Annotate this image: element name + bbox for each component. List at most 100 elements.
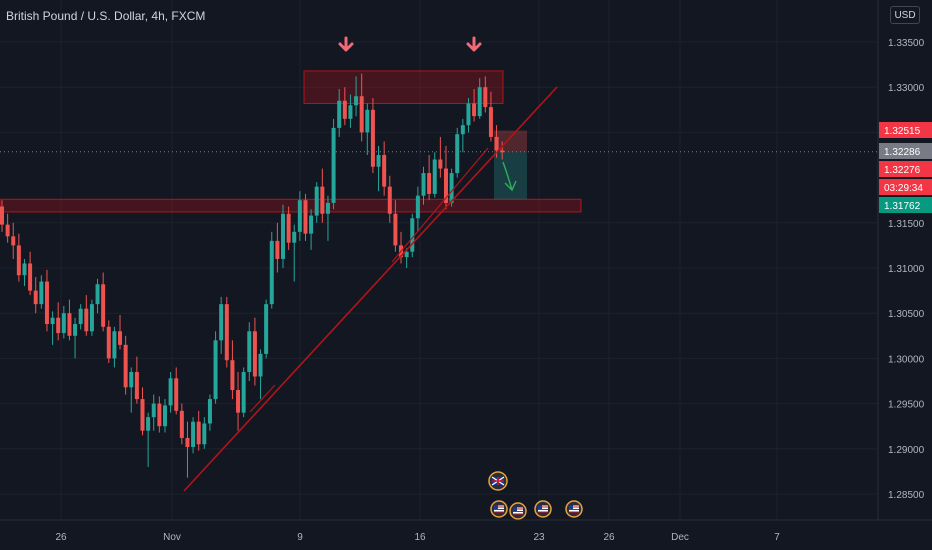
candle-body [483, 87, 488, 108]
candle-body [213, 340, 218, 400]
candle-body [101, 284, 106, 327]
candle-body [472, 103, 477, 117]
candle-body [342, 100, 347, 119]
countdown-label-bg [879, 179, 932, 195]
countdown-label-text: 03:29:34 [884, 183, 923, 194]
candle-body [320, 186, 325, 214]
candle-body [202, 423, 207, 445]
candle [207, 394, 212, 431]
candle-body [427, 173, 432, 194]
candle [438, 136, 443, 178]
candle [252, 317, 257, 386]
us-flag-icon[interactable] [534, 500, 552, 518]
candle-body [325, 202, 330, 214]
price-tick-label: 1.33500 [888, 38, 925, 49]
candle-body [309, 215, 314, 234]
candle-body [207, 399, 212, 424]
economic-events[interactable] [488, 471, 583, 520]
trendline-short[interactable] [249, 384, 276, 413]
resistance-zone[interactable] [303, 70, 504, 104]
candle-body [466, 103, 471, 126]
time-tick-label: 26 [603, 532, 615, 543]
candle-body [89, 304, 94, 332]
candle [466, 98, 471, 133]
candle-body [354, 96, 359, 106]
time-tick-label: 23 [533, 532, 545, 543]
candle [309, 209, 314, 250]
candle [123, 335, 128, 395]
candle-body [230, 360, 235, 391]
candle [460, 118, 465, 153]
candle [477, 78, 482, 119]
candle [370, 98, 375, 174]
candle-body [382, 155, 387, 187]
candle-body [123, 344, 128, 388]
price-tick-label: 1.29500 [888, 400, 925, 411]
time-tick-label: 16 [414, 532, 426, 543]
candle [174, 367, 179, 415]
candle [382, 141, 387, 196]
short-position-target-area[interactable] [494, 152, 527, 200]
us-flag-icon[interactable] [509, 502, 527, 520]
candle [483, 76, 488, 113]
price-label-close-text: 1.32276 [884, 165, 921, 176]
candle [275, 222, 280, 273]
candle [213, 331, 218, 404]
candle [196, 410, 201, 451]
candle [387, 175, 392, 223]
price-label-close: 1.32276 [879, 161, 932, 177]
candle [297, 191, 302, 241]
us-flag-icon[interactable] [565, 500, 583, 518]
candle-body [106, 326, 111, 359]
candle-body [16, 245, 21, 276]
candle-body [191, 421, 196, 447]
candle-body [140, 399, 145, 431]
price-axis[interactable]: 1.335001.330001.325001.315001.310001.305… [877, 0, 925, 520]
red-arrow-down-icon [466, 36, 482, 52]
candle-body [264, 304, 269, 354]
candle-body [404, 251, 409, 258]
candle [320, 168, 325, 223]
candle-body [129, 371, 134, 388]
price-label-target-bg [879, 197, 932, 213]
us-flag-icon[interactable] [490, 500, 508, 518]
candle-body [174, 378, 179, 411]
support-zone[interactable] [0, 198, 582, 213]
candle [106, 320, 111, 363]
candle [11, 222, 16, 259]
candle-body [61, 313, 66, 334]
candle-body [78, 308, 83, 325]
candle [399, 231, 404, 264]
candle [22, 258, 27, 287]
candle [219, 296, 224, 354]
candle-body [241, 371, 246, 413]
time-axis[interactable]: 26 Nov 9 16 23 26 Dec 7 [0, 519, 932, 543]
candle [84, 295, 89, 336]
price-label-target-text: 1.31762 [884, 201, 921, 212]
time-tick-label: 26 [55, 532, 67, 543]
candle-body [146, 417, 151, 431]
candle [376, 145, 381, 192]
candle-body [410, 218, 415, 252]
candle-body [33, 290, 38, 305]
candle [415, 186, 420, 232]
candle [89, 299, 94, 336]
candle [129, 367, 134, 413]
candle-body [196, 421, 201, 445]
chart-title: British Pound / U.S. Dollar, 4h, FXCM [6, 9, 206, 23]
trendline[interactable] [183, 86, 558, 492]
currency-button[interactable]: USD [890, 6, 920, 24]
candle [281, 204, 285, 268]
candle-body [365, 109, 370, 133]
candle-body [28, 263, 33, 291]
candle-body [314, 186, 319, 216]
candle-body [11, 236, 16, 246]
trendline-inner[interactable] [391, 147, 489, 263]
candle-body [269, 240, 274, 305]
candle [472, 89, 477, 122]
candle-body [219, 304, 224, 341]
candle-body [359, 96, 364, 133]
uk-flag-icon[interactable] [488, 471, 508, 491]
candle [146, 412, 151, 467]
